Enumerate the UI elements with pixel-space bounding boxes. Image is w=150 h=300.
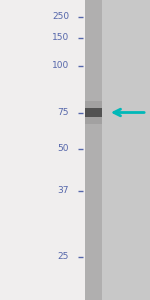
Bar [85,108,102,117]
Bar [85,0,102,300]
Bar [85,101,102,124]
Text: 25: 25 [58,252,69,261]
Text: 150: 150 [52,33,69,42]
Bar [102,0,150,300]
Bar [0,0,85,300]
Text: 37: 37 [57,186,69,195]
Text: 50: 50 [57,144,69,153]
Text: 100: 100 [52,61,69,70]
Text: 75: 75 [57,108,69,117]
Text: 250: 250 [52,12,69,21]
